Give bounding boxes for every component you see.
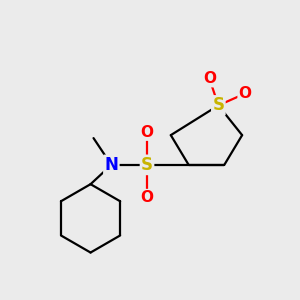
Text: O: O	[140, 190, 154, 205]
Text: O: O	[203, 71, 216, 86]
Text: N: N	[104, 156, 118, 174]
Text: O: O	[238, 86, 252, 101]
Text: O: O	[140, 125, 154, 140]
Text: S: S	[212, 96, 224, 114]
Text: S: S	[141, 156, 153, 174]
